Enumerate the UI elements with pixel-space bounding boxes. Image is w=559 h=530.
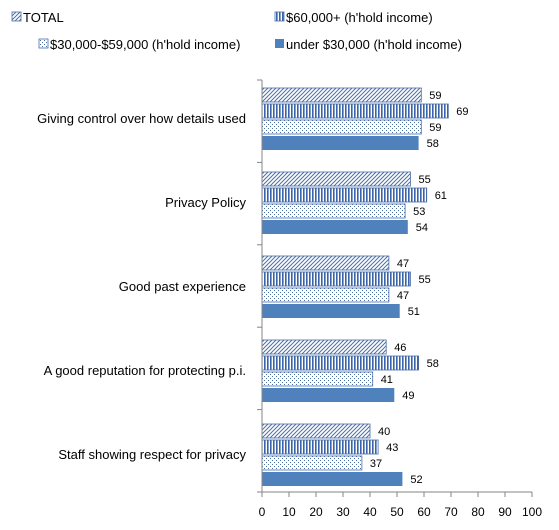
bar-4-series-4 [262, 388, 395, 402]
bar-3-series-1 [261, 255, 390, 271]
data-label: 58 [427, 138, 439, 150]
bar-3-series-3 [261, 287, 390, 303]
category-label: Good past experience [119, 279, 246, 294]
bar-5-series-3 [261, 455, 363, 471]
data-label: 49 [402, 390, 414, 402]
data-label: 40 [378, 426, 390, 438]
legend-swatch [275, 39, 284, 48]
data-label: 52 [410, 474, 422, 486]
data-label: 61 [435, 190, 447, 202]
bar-2-series-2 [261, 187, 428, 203]
data-label: 55 [419, 174, 431, 186]
legend-label: under $30,000 (h'hold income) [286, 37, 462, 52]
data-label: 55 [419, 274, 431, 286]
category-label: Staff showing respect for privacy [58, 447, 246, 462]
bar-5-series-2 [261, 439, 379, 455]
data-label: 69 [456, 106, 468, 118]
x-tick-label: 10 [282, 505, 296, 519]
bar-1-series-4 [262, 136, 419, 150]
bar-5-series-1 [261, 423, 371, 439]
bar-3-series-4 [262, 304, 400, 318]
legend-swatch [274, 11, 285, 22]
legend: TOTAL $60,000+ (h'hold income) $30,000-$59… [11, 10, 462, 52]
data-label: 53 [413, 206, 425, 218]
legend-label: TOTAL [23, 10, 64, 25]
bar-4-series-3 [261, 371, 374, 387]
legend-label: $60,000+ (h'hold income) [286, 10, 433, 25]
data-label: 58 [427, 358, 439, 370]
bar-4-series-2 [261, 355, 420, 371]
bar-1-series-1 [261, 87, 422, 103]
x-tick-label: 60 [417, 505, 431, 519]
data-label: 37 [370, 458, 382, 470]
data-label: 47 [397, 258, 409, 270]
plot-area: 59 69 59 58 Giving control over how details … [37, 79, 542, 519]
x-tick-label: 40 [363, 505, 377, 519]
category-label: A good reputation for protecting p.i. [44, 363, 246, 378]
bar-5-series-4 [262, 472, 403, 486]
legend-swatch [38, 38, 49, 49]
data-label: 41 [381, 374, 393, 386]
bar-4-series-1 [261, 339, 387, 355]
x-tick-label: 0 [259, 505, 266, 519]
legend-swatch [11, 11, 22, 22]
x-tick-label: 20 [309, 505, 323, 519]
data-label: 47 [397, 290, 409, 302]
x-tick-label: 90 [498, 505, 512, 519]
bar-3-series-2 [261, 271, 411, 287]
bar-2-series-4 [262, 220, 408, 234]
data-label: 51 [408, 306, 420, 318]
x-tick-label: 80 [471, 505, 485, 519]
bar-2-series-3 [261, 203, 406, 219]
bar-1-series-3 [261, 119, 422, 135]
data-label: 59 [429, 122, 441, 134]
x-tick-label: 100 [522, 505, 542, 519]
x-tick-label: 50 [390, 505, 404, 519]
legend-label: $30,000-$59,000 (h'hold income) [50, 37, 240, 52]
data-label: 54 [416, 222, 428, 234]
bar-1-series-2 [261, 103, 449, 119]
data-label: 43 [386, 442, 398, 454]
x-tick-label: 30 [336, 505, 350, 519]
category-label: Privacy Policy [165, 195, 246, 210]
x-tick-label: 70 [444, 505, 458, 519]
category-label: Giving control over how details used [37, 111, 246, 126]
data-label: 46 [394, 342, 406, 354]
bar-2-series-1 [261, 171, 411, 187]
data-label: 59 [429, 90, 441, 102]
